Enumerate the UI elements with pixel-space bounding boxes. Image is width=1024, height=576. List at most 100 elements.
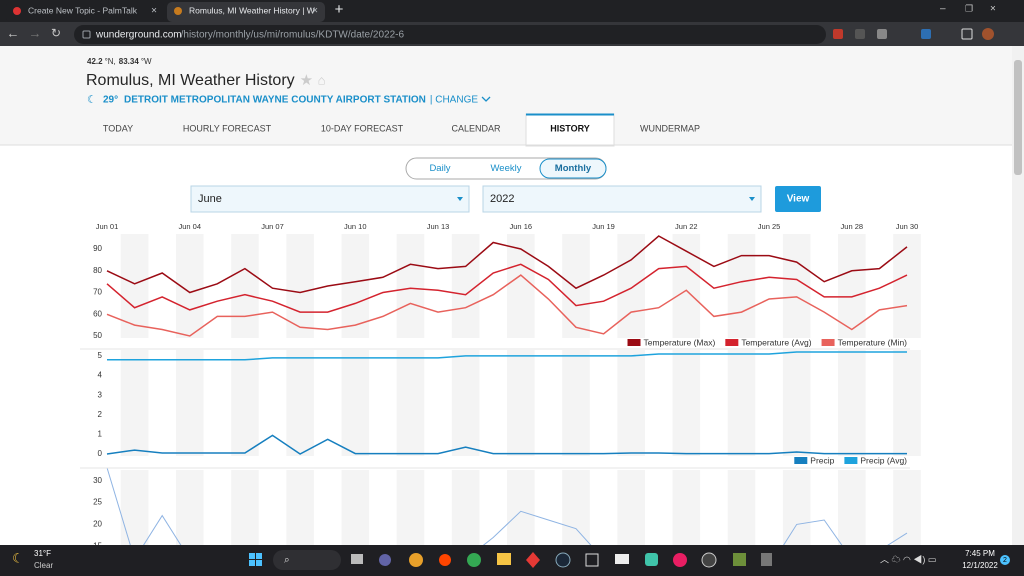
nav-item[interactable]: TODAY xyxy=(103,123,133,133)
lock-icon xyxy=(82,30,91,39)
chart-band xyxy=(451,234,480,338)
station-name[interactable]: DETROIT METROPOLITAN WAYNE COUNTY AIRPOR… xyxy=(124,95,426,106)
chart-band xyxy=(727,350,756,456)
back-button[interactable]: ← xyxy=(7,25,20,40)
scrollbar-thumb[interactable] xyxy=(1014,60,1022,175)
clock-date: 12/1/2022 xyxy=(962,561,998,570)
app-icon[interactable] xyxy=(673,553,687,567)
home-icon[interactable]: ⌂ xyxy=(318,72,326,87)
toggle-option[interactable]: Weekly xyxy=(491,163,522,174)
nav-item[interactable]: CALENDAR xyxy=(451,123,501,133)
chart-band xyxy=(341,470,370,545)
view-button[interactable] xyxy=(775,186,821,212)
chart-band xyxy=(672,470,701,545)
nav-active-tab xyxy=(525,113,615,147)
address-bar[interactable] xyxy=(74,25,826,44)
app-icon[interactable] xyxy=(497,553,511,565)
app-icon[interactable] xyxy=(615,554,629,564)
app-icon[interactable] xyxy=(555,552,571,568)
toggle-option[interactable]: Monthly xyxy=(555,163,592,174)
app-icon[interactable] xyxy=(526,552,540,568)
app-icon[interactable] xyxy=(701,552,717,568)
year-select[interactable] xyxy=(482,185,762,213)
chart-band xyxy=(617,234,645,338)
search-box[interactable] xyxy=(273,550,341,570)
chart-band xyxy=(175,470,204,545)
chart-band xyxy=(507,470,535,545)
app-icon[interactable] xyxy=(733,553,746,566)
nav-item[interactable]: HOURLY FORECAST xyxy=(183,123,272,133)
nav-item[interactable]: HISTORY xyxy=(550,123,590,133)
nav-item[interactable]: WUNDERMAP xyxy=(640,123,700,133)
tab-close[interactable]: × xyxy=(312,6,318,17)
app-icon[interactable] xyxy=(645,553,658,566)
window-controls[interactable]: × xyxy=(990,4,996,15)
x-tick-label: Jun 16 xyxy=(510,222,533,231)
window-controls[interactable]: ❐ xyxy=(965,3,973,13)
notification-badge[interactable] xyxy=(1000,555,1010,565)
chart-band xyxy=(396,234,425,338)
x-tick-label: Jun 28 xyxy=(841,222,864,231)
start-button[interactable] xyxy=(249,553,255,559)
chart-band xyxy=(617,350,645,456)
chart-band xyxy=(562,350,590,456)
browser-tab[interactable] xyxy=(167,2,325,22)
profile-avatar[interactable] xyxy=(982,28,994,40)
app-icon[interactable] xyxy=(351,554,363,564)
ext-icon[interactable] xyxy=(855,29,865,39)
series-line xyxy=(106,467,908,545)
tab-close[interactable]: × xyxy=(151,6,157,17)
chart-band xyxy=(286,470,314,545)
toggle-selected xyxy=(539,158,607,179)
chart-band xyxy=(893,470,921,545)
chart-band xyxy=(507,234,535,338)
clock-time: 7:45 PM xyxy=(965,549,995,558)
change-link[interactable]: | CHANGE xyxy=(430,95,478,106)
chart-band xyxy=(672,234,701,338)
x-tick-label: Jun 13 xyxy=(427,222,450,231)
app-icon[interactable] xyxy=(467,553,481,567)
chart-band xyxy=(286,350,314,456)
ext-icon[interactable] xyxy=(921,29,931,39)
browser-tab[interactable] xyxy=(6,2,164,22)
start-button[interactable] xyxy=(256,560,262,566)
series-line xyxy=(106,235,908,294)
month-select[interactable] xyxy=(190,185,470,213)
nav-item[interactable]: 10-DAY FORECAST xyxy=(321,123,404,133)
chart-band xyxy=(286,234,314,338)
reload-button[interactable]: ↻ xyxy=(51,26,61,40)
app-icon[interactable] xyxy=(585,553,599,567)
start-button[interactable] xyxy=(256,553,262,559)
chart-band xyxy=(341,234,370,338)
ext-icon[interactable] xyxy=(833,29,843,39)
legend-swatch xyxy=(821,339,835,346)
series-line xyxy=(107,351,907,361)
app-icon[interactable] xyxy=(409,553,423,567)
moon-icon: ☾ xyxy=(87,94,97,106)
chart-band xyxy=(617,470,645,545)
x-tick-label: Jun 04 xyxy=(178,222,201,231)
x-tick-label: Jun 25 xyxy=(758,222,781,231)
favorite-star[interactable]: ★ xyxy=(300,72,313,89)
app-icon[interactable] xyxy=(439,554,451,566)
start-button[interactable] xyxy=(249,560,255,566)
chart-band xyxy=(727,234,756,338)
x-tick-label: Jun 10 xyxy=(344,222,367,231)
window-controls[interactable]: – xyxy=(940,4,946,15)
x-tick-label: Jun 22 xyxy=(675,222,698,231)
chart-band xyxy=(562,470,590,545)
chart-band xyxy=(672,350,701,456)
toggle-option[interactable]: Daily xyxy=(429,163,450,174)
taskbar-icons: ⌕ xyxy=(249,550,772,570)
chart-band xyxy=(893,350,921,456)
chart-band xyxy=(451,350,480,456)
new-tab[interactable]: + xyxy=(335,1,344,18)
weather-temp: 31°F xyxy=(34,549,51,558)
app-icon[interactable] xyxy=(761,553,772,566)
tray-icons[interactable]: ︿ ☁ ◠ ◀) ▭ xyxy=(880,554,936,564)
ext-icon[interactable] xyxy=(877,29,887,39)
forward-button[interactable]: → xyxy=(29,25,42,40)
app-icon[interactable] xyxy=(379,554,391,566)
notification-count: 2 xyxy=(1003,557,1007,564)
sidebar-icon[interactable] xyxy=(961,28,973,40)
